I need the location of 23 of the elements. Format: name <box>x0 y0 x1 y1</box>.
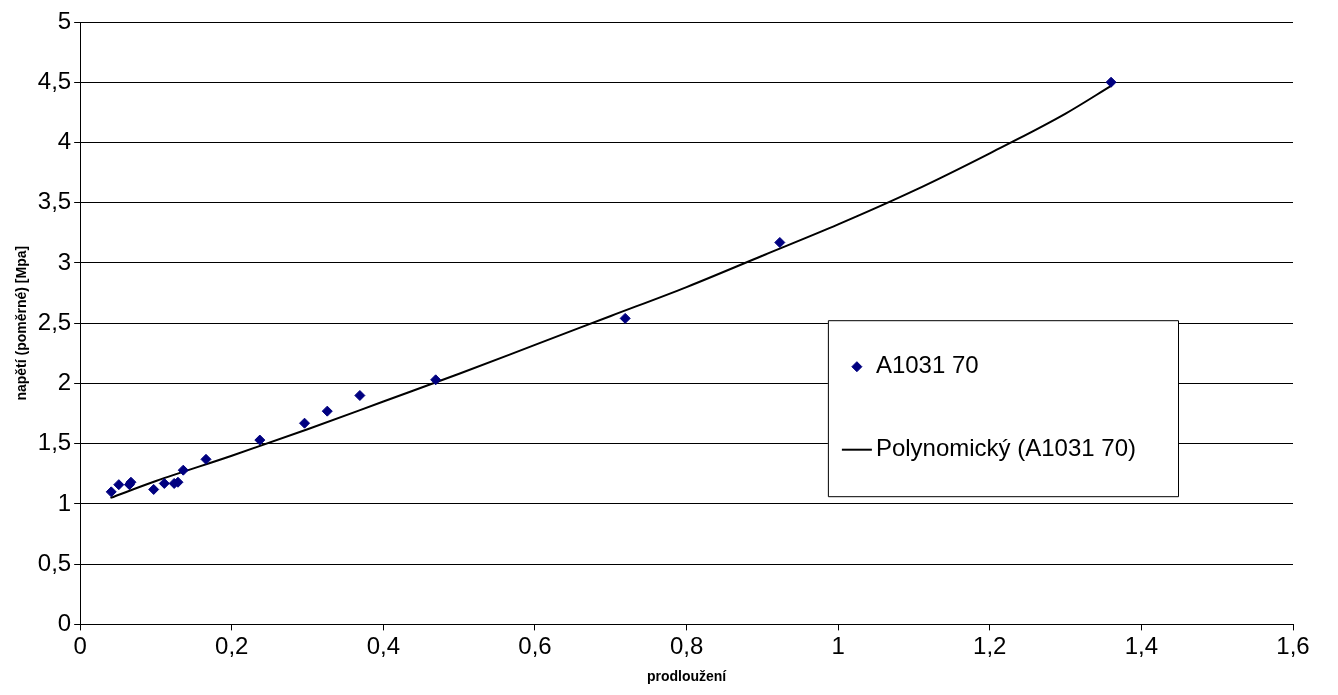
x-tick-label: 0,4 <box>366 632 401 660</box>
y-tick-label: 5 <box>57 6 72 34</box>
y-axis-title: napětí (poměrné) [Mpa] <box>13 245 30 401</box>
x-tick-label: 1,6 <box>1276 632 1310 660</box>
y-tick-label: 0,5 <box>37 548 72 576</box>
y-tick-label: 0 <box>57 609 72 637</box>
x-axis-title: prodloužení <box>646 668 728 685</box>
y-tick-label: 1,5 <box>37 428 72 456</box>
y-tick-label: 4 <box>57 127 72 155</box>
y-tick-label: 4,5 <box>37 66 72 94</box>
y-tick-label: 3 <box>57 247 72 275</box>
legend-label: A1031 70 <box>875 351 979 379</box>
y-tick-label: 1 <box>57 488 72 516</box>
x-tick-label: 0,2 <box>215 632 249 660</box>
legend-label: Polynomický (A1031 70) <box>875 434 1136 462</box>
y-tick-label: 3,5 <box>37 187 72 215</box>
x-tick-label: 1,2 <box>973 632 1007 660</box>
y-tick-label: 2,5 <box>37 307 72 335</box>
y-tick-label: 2 <box>57 368 72 396</box>
x-tick-label: 0,6 <box>518 632 552 660</box>
x-tick-label: 1 <box>831 632 845 660</box>
x-tick-label: 0,8 <box>669 632 704 660</box>
x-tick-label: 1,4 <box>1124 632 1159 660</box>
